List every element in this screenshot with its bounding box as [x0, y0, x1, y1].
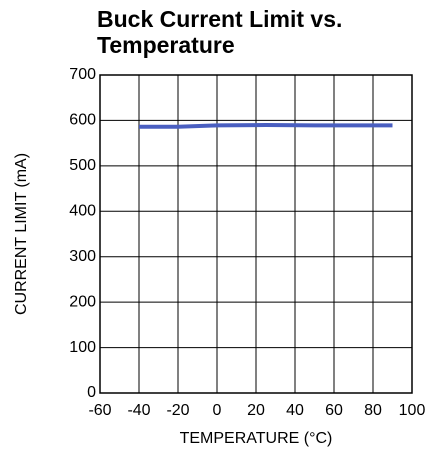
x-tick-label: -60: [88, 402, 111, 419]
y-axis-label: CURRENT LIMIT (mA): [13, 153, 30, 315]
x-tick-label: -20: [166, 402, 189, 419]
x-tick-label: 40: [286, 402, 304, 419]
y-tick-label: 0: [87, 384, 96, 401]
chart-title: Buck Current Limit vs. Temperature: [97, 6, 343, 58]
x-tick-label: 20: [247, 402, 265, 419]
y-tick-label: 600: [69, 112, 96, 129]
plot-border: [99, 74, 413, 394]
y-tick-label: 700: [69, 66, 96, 83]
x-tick-label: 80: [364, 402, 382, 419]
x-axis-label: TEMPERATURE (°C): [180, 430, 333, 447]
y-tick-label: 300: [69, 248, 96, 265]
y-tick-label: 500: [69, 157, 96, 174]
x-tick-label: 60: [325, 402, 343, 419]
x-tick-label: 0: [213, 402, 222, 419]
x-tick-label: 100: [399, 402, 426, 419]
y-tick-label: 200: [69, 293, 96, 310]
y-tick-label: 400: [69, 203, 96, 220]
y-tick-label: 100: [69, 339, 96, 356]
x-tick-label: -40: [127, 402, 150, 419]
data-line: [139, 122, 393, 129]
